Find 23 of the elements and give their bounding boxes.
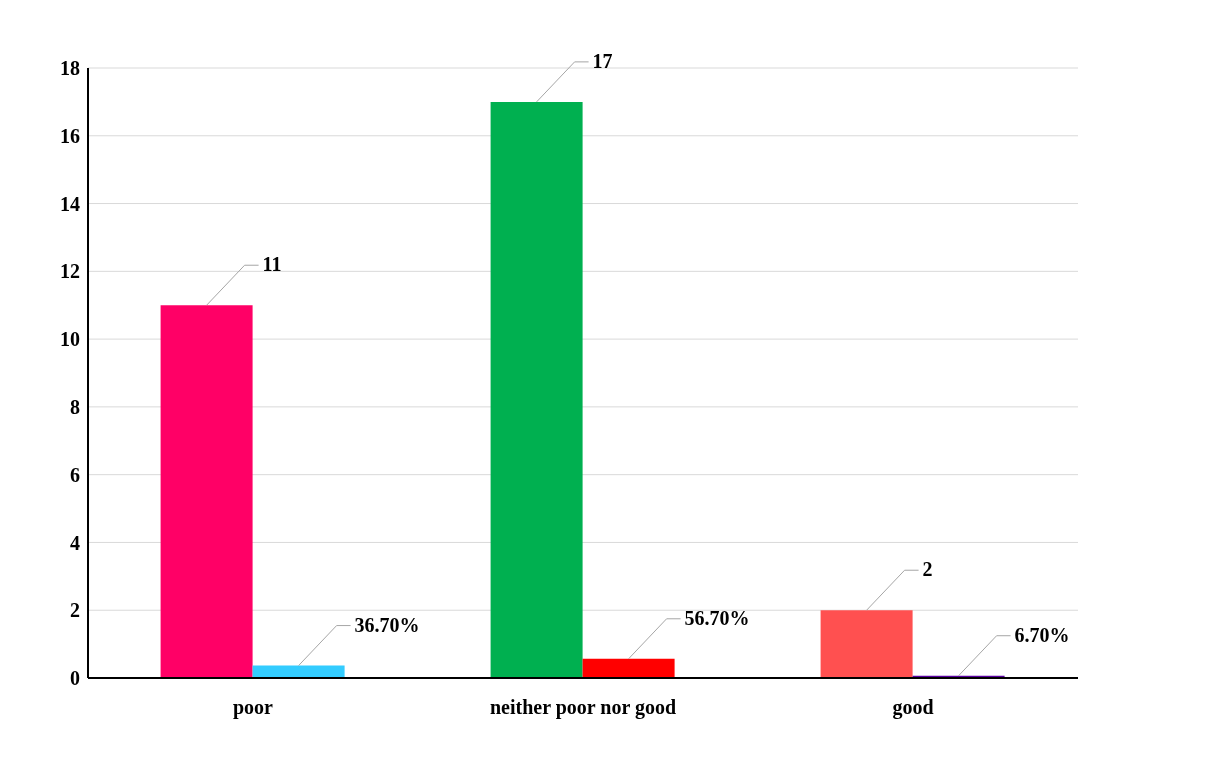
x-tick-label: neither poor nor good: [489, 696, 677, 720]
y-tick-label: 18: [60, 57, 80, 80]
data-label: 17: [592, 49, 613, 72]
y-tick-label: 4: [70, 531, 80, 554]
bar: [160, 305, 253, 678]
data-label: 56.70%: [684, 606, 750, 629]
data-label: 2: [922, 558, 933, 581]
bar: [820, 610, 913, 678]
y-tick-label: 2: [70, 599, 80, 622]
x-tick-label: poor: [233, 696, 274, 720]
y-tick-label: 12: [60, 260, 80, 283]
y-tick-label: 14: [60, 192, 80, 215]
data-label: 6.70%: [1014, 623, 1070, 646]
y-tick-label: 0: [70, 667, 80, 690]
bar: [582, 658, 675, 678]
y-tick-label: 16: [60, 124, 80, 147]
y-tick-label: 6: [70, 463, 80, 486]
data-label: 36.70%: [354, 613, 420, 636]
x-tick-label: good: [892, 696, 934, 720]
y-tick-label: 10: [60, 328, 80, 351]
bar: [490, 101, 583, 678]
data-label: 11: [262, 253, 282, 276]
y-tick-label: 8: [70, 395, 80, 418]
